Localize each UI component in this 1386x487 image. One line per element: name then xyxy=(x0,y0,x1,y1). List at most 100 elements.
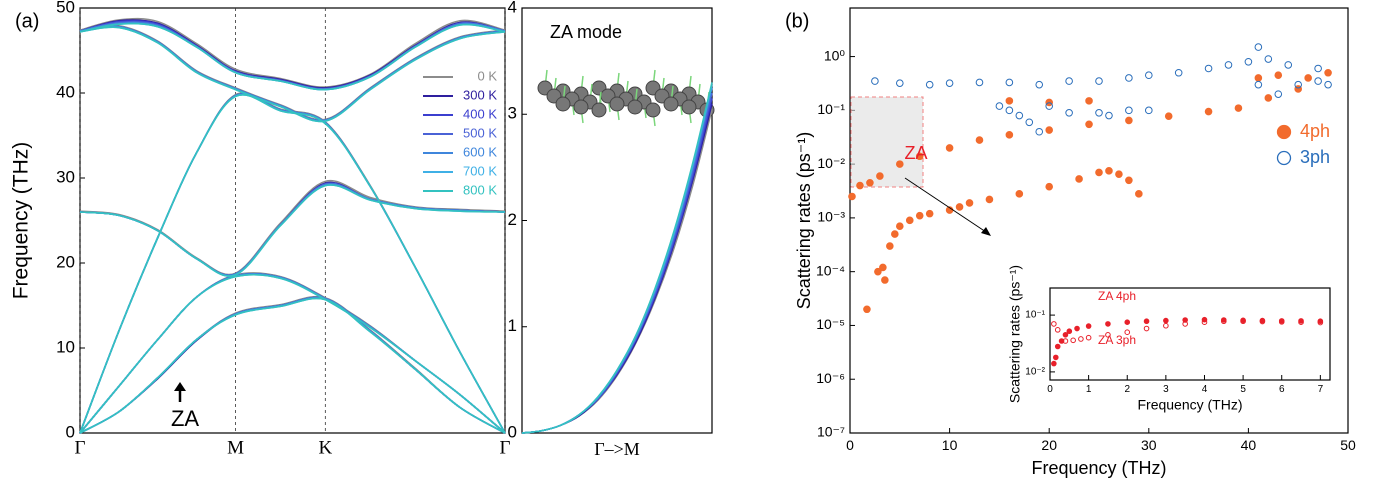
point xyxy=(1066,328,1073,335)
x-tick-label: 40 xyxy=(1241,437,1257,453)
atom xyxy=(609,96,625,112)
point xyxy=(1234,104,1243,112)
point xyxy=(925,209,934,218)
annotation-arrowhead xyxy=(174,382,186,391)
curve xyxy=(79,17,506,88)
curve xyxy=(79,273,506,434)
point xyxy=(915,152,924,161)
atom xyxy=(555,96,571,112)
curve xyxy=(79,273,506,434)
curve xyxy=(79,272,506,434)
point xyxy=(1125,74,1133,82)
point xyxy=(1065,77,1073,85)
y-axis-label: Frequency (THz) xyxy=(10,142,33,300)
point xyxy=(1135,190,1143,198)
point xyxy=(1294,80,1302,89)
y-tick-label: 10⁰ xyxy=(824,47,846,63)
panel-title: ZA mode xyxy=(550,22,622,42)
legend-label: 700 K xyxy=(463,163,497,178)
point xyxy=(1054,327,1061,333)
point xyxy=(1075,175,1083,183)
curve xyxy=(79,273,506,434)
curve xyxy=(79,273,506,434)
point xyxy=(1115,170,1123,178)
atom xyxy=(681,99,697,115)
point xyxy=(945,79,954,87)
point xyxy=(1284,61,1293,69)
legend-marker xyxy=(1276,150,1292,166)
curve xyxy=(79,93,506,434)
plot-frame xyxy=(1049,287,1331,381)
point xyxy=(881,276,889,284)
curve xyxy=(79,93,506,434)
point xyxy=(1058,338,1065,344)
y-tick-label: 10⁻¹ xyxy=(1025,310,1045,321)
annotation: ZA xyxy=(904,143,927,163)
y-tick-label: 30 xyxy=(56,167,75,186)
point xyxy=(1220,318,1227,325)
point xyxy=(1005,131,1014,139)
point xyxy=(886,242,894,250)
curve xyxy=(79,184,506,277)
point xyxy=(955,203,964,211)
y-tick-label: 10⁻² xyxy=(1025,367,1045,378)
point xyxy=(1182,317,1188,323)
point xyxy=(874,267,882,276)
point xyxy=(1314,64,1322,73)
point xyxy=(1085,120,1093,129)
point xyxy=(915,211,924,220)
point xyxy=(1085,323,1092,329)
x-axis-label: Frequency (THz) xyxy=(1137,397,1242,413)
curve xyxy=(79,26,506,123)
curve xyxy=(79,181,506,277)
x-tick-label: Γ xyxy=(500,438,511,459)
legend-label: 400 K xyxy=(463,106,497,121)
point xyxy=(925,80,934,89)
x-tick-label: 20 xyxy=(1041,437,1057,453)
y-axis-label: Scattering rates (ps⁻¹) xyxy=(794,132,814,310)
point xyxy=(1045,182,1053,191)
y-tick-label: 1 xyxy=(508,316,517,335)
atom xyxy=(573,99,589,115)
y-tick-label: 3 xyxy=(508,104,517,123)
curve xyxy=(521,92,713,434)
point xyxy=(965,199,974,207)
panel-label: (b) xyxy=(785,10,809,32)
point xyxy=(1125,106,1133,115)
curve xyxy=(79,179,506,276)
legend-label: 4ph xyxy=(1300,121,1330,141)
legend-label: 600 K xyxy=(463,144,497,159)
point xyxy=(1045,126,1053,134)
x-tick-label: K xyxy=(318,438,332,459)
point xyxy=(1278,319,1285,325)
point xyxy=(1085,334,1092,341)
point xyxy=(1095,168,1103,177)
point xyxy=(1254,80,1263,89)
atom xyxy=(645,102,661,118)
series-label: ZA 4ph xyxy=(1098,289,1136,303)
point xyxy=(1124,329,1131,335)
y-axis-label: Scattering rates (ps⁻¹) xyxy=(1007,265,1023,403)
point xyxy=(866,178,874,187)
point xyxy=(896,79,904,87)
y-tick-label: 10⁻³ xyxy=(817,209,845,225)
point xyxy=(879,263,887,272)
point xyxy=(1095,77,1103,85)
x-tick-label: 10 xyxy=(942,437,958,453)
annotation: ZA xyxy=(171,406,199,431)
curve xyxy=(79,297,506,434)
point xyxy=(905,216,914,225)
y-tick-label: 10⁻⁶ xyxy=(816,370,845,386)
curve xyxy=(79,25,506,122)
curve xyxy=(521,84,713,434)
point xyxy=(1105,167,1113,175)
point xyxy=(1035,80,1044,89)
point xyxy=(896,222,904,231)
point xyxy=(1054,343,1061,350)
point xyxy=(896,160,904,168)
x-tick-label: 3 xyxy=(1163,384,1169,395)
point xyxy=(1174,68,1183,77)
point xyxy=(1244,57,1253,66)
point xyxy=(1005,106,1014,115)
x-tick-label: 50 xyxy=(1340,437,1356,453)
